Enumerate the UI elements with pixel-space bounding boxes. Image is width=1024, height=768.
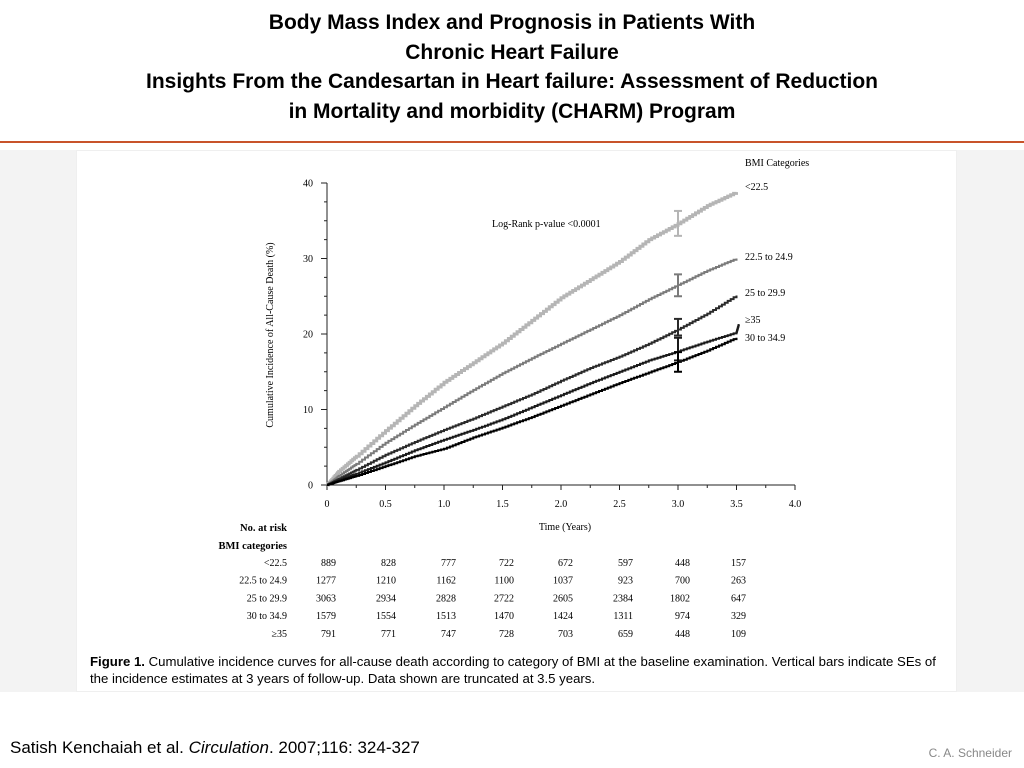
caption-text: Cumulative incidence curves for all-caus… (90, 654, 936, 686)
risk-cell: 329 (731, 611, 746, 622)
risk-cell: 728 (499, 629, 514, 640)
x-tick-label: 2.0 (555, 499, 568, 510)
risk-cell: 703 (558, 629, 573, 640)
chart-labels: BMI Categories <22.5 22.5 to 24.9 25 to 29.… (492, 158, 809, 344)
risk-cell: 974 (675, 611, 690, 622)
risk-row-label: 30 to 34.9 (247, 611, 287, 622)
x-tick-label: 3.5 (730, 499, 743, 510)
citation: Satish Kenchaiah et al. Circulation. 200… (10, 738, 420, 758)
risk-cell: 791 (321, 629, 336, 640)
risk-cell: 1037 (553, 576, 573, 587)
title-line-1: Body Mass Index and Prognosis in Patient… (268, 11, 756, 34)
risk-cell: 647 (731, 593, 746, 604)
legend-entry-1: 22.5 to 24.9 (745, 252, 793, 263)
x-tick-label: 2.5 (613, 499, 626, 510)
risk-cell: 2722 (494, 593, 514, 604)
x-tick-label: 1.0 (438, 499, 451, 510)
figure-panel (76, 150, 957, 692)
title-line-2: Chronic Heart Failure (405, 40, 619, 64)
chart-error-bars (674, 209, 682, 373)
legend-entry-4: 30 to 34.9 (745, 333, 785, 344)
risk-cell: 923 (618, 576, 633, 587)
citation-rest: . 2007;116: 324-327 (268, 738, 420, 757)
y-tick-label: 0 (308, 481, 313, 492)
y-tick-label: 20 (303, 330, 313, 341)
x-tick-label: 3.0 (672, 499, 685, 510)
risk-table-subheader: BMI categories (218, 541, 287, 552)
risk-cell: 1802 (670, 593, 690, 604)
title-line-3: Insights From the Candesartan in Heart f… (145, 70, 879, 93)
risk-cell: 1100 (494, 576, 514, 587)
x-tick-label: 0.5 (379, 499, 392, 510)
risk-cell: 1424 (553, 611, 573, 622)
log-rank-annotation: Log-Rank p-value <0.0001 (492, 219, 601, 230)
risk-cell: 672 (558, 558, 573, 569)
risk-cell: 2828 (436, 593, 456, 604)
legend-entry-3: ≥35 (745, 315, 761, 326)
risk-cell: 771 (381, 629, 396, 640)
x-tick-label: 4.0 (789, 499, 802, 510)
risk-cell: 1277 (316, 576, 336, 587)
x-tick-label: 1.5 (496, 499, 509, 510)
risk-cell: 1470 (494, 611, 514, 622)
risk-cell: 3063 (316, 593, 336, 604)
risk-cell: 659 (618, 629, 633, 640)
risk-row-label: ≥35 (272, 629, 288, 640)
author-mark: C. A. Schneider (928, 746, 1012, 760)
risk-cell: 2605 (553, 593, 573, 604)
chart-axes: 0 0.5 1.0 1.5 2.0 2.5 3.0 3.5 4.0 0 10 20 30 40 Time (… (265, 179, 801, 534)
curve-3 (327, 324, 740, 486)
slide-title: Body Mass Index and Prognosis in Patient… (0, 8, 1024, 126)
risk-table: No. at risk BMI categories <22.5 889 828 777 7… (218, 523, 746, 640)
y-axis-label: Cumulative Incidence of All-Cause Death … (265, 242, 276, 427)
background-left (0, 150, 76, 692)
risk-cell: 448 (675, 558, 690, 569)
y-tick-label: 10 (303, 405, 313, 416)
x-tick-label: 0 (325, 499, 330, 510)
risk-row-label: 25 to 29.9 (247, 593, 287, 604)
risk-cell: 2384 (613, 593, 633, 604)
risk-cell: 1210 (376, 576, 396, 587)
curve-4 (327, 337, 738, 486)
risk-cell: 448 (675, 629, 690, 640)
citation-journal: Circulation (188, 738, 269, 757)
risk-cell: 157 (731, 558, 746, 569)
risk-cell: 777 (441, 558, 456, 569)
legend-entry-2: 25 to 29.9 (745, 288, 785, 299)
risk-cell: 1554 (376, 611, 396, 622)
risk-cell: 263 (731, 576, 746, 587)
x-axis-label: Time (Years) (539, 522, 591, 533)
risk-cell: 1311 (613, 611, 633, 622)
risk-cell: 1579 (316, 611, 336, 622)
y-tick-label: 40 (303, 179, 313, 190)
risk-cell: 889 (321, 558, 336, 569)
caption-label: Figure 1. (90, 654, 145, 669)
legend-entry-0: <22.5 (745, 182, 768, 193)
citation-authors: Satish Kenchaiah et al. (10, 738, 189, 757)
curve-2 (327, 295, 738, 486)
background-right (957, 150, 1024, 692)
chart-series (326, 191, 740, 487)
y-tick-label: 30 (303, 254, 313, 265)
risk-table-header: No. at risk (240, 523, 287, 534)
title-line-4: in Mortality and morbidity (CHARM) Progr… (288, 99, 736, 123)
risk-cell: 747 (441, 629, 456, 640)
risk-cell: 722 (499, 558, 514, 569)
title-divider (0, 141, 1024, 143)
risk-cell: 700 (675, 576, 690, 587)
figure-caption: Figure 1. Cumulative incidence curves fo… (90, 653, 940, 687)
risk-cell: 2934 (376, 593, 396, 604)
risk-row-label: 22.5 to 24.9 (239, 576, 287, 587)
risk-cell: 1513 (436, 611, 456, 622)
risk-cell: 828 (381, 558, 396, 569)
legend-title: BMI Categories (745, 158, 809, 169)
risk-cell: 597 (618, 558, 633, 569)
risk-row-label: <22.5 (264, 558, 287, 569)
risk-cell: 109 (731, 629, 746, 640)
curve-1 (327, 258, 738, 486)
risk-cell: 1162 (436, 576, 456, 587)
curve-0 (326, 191, 738, 487)
